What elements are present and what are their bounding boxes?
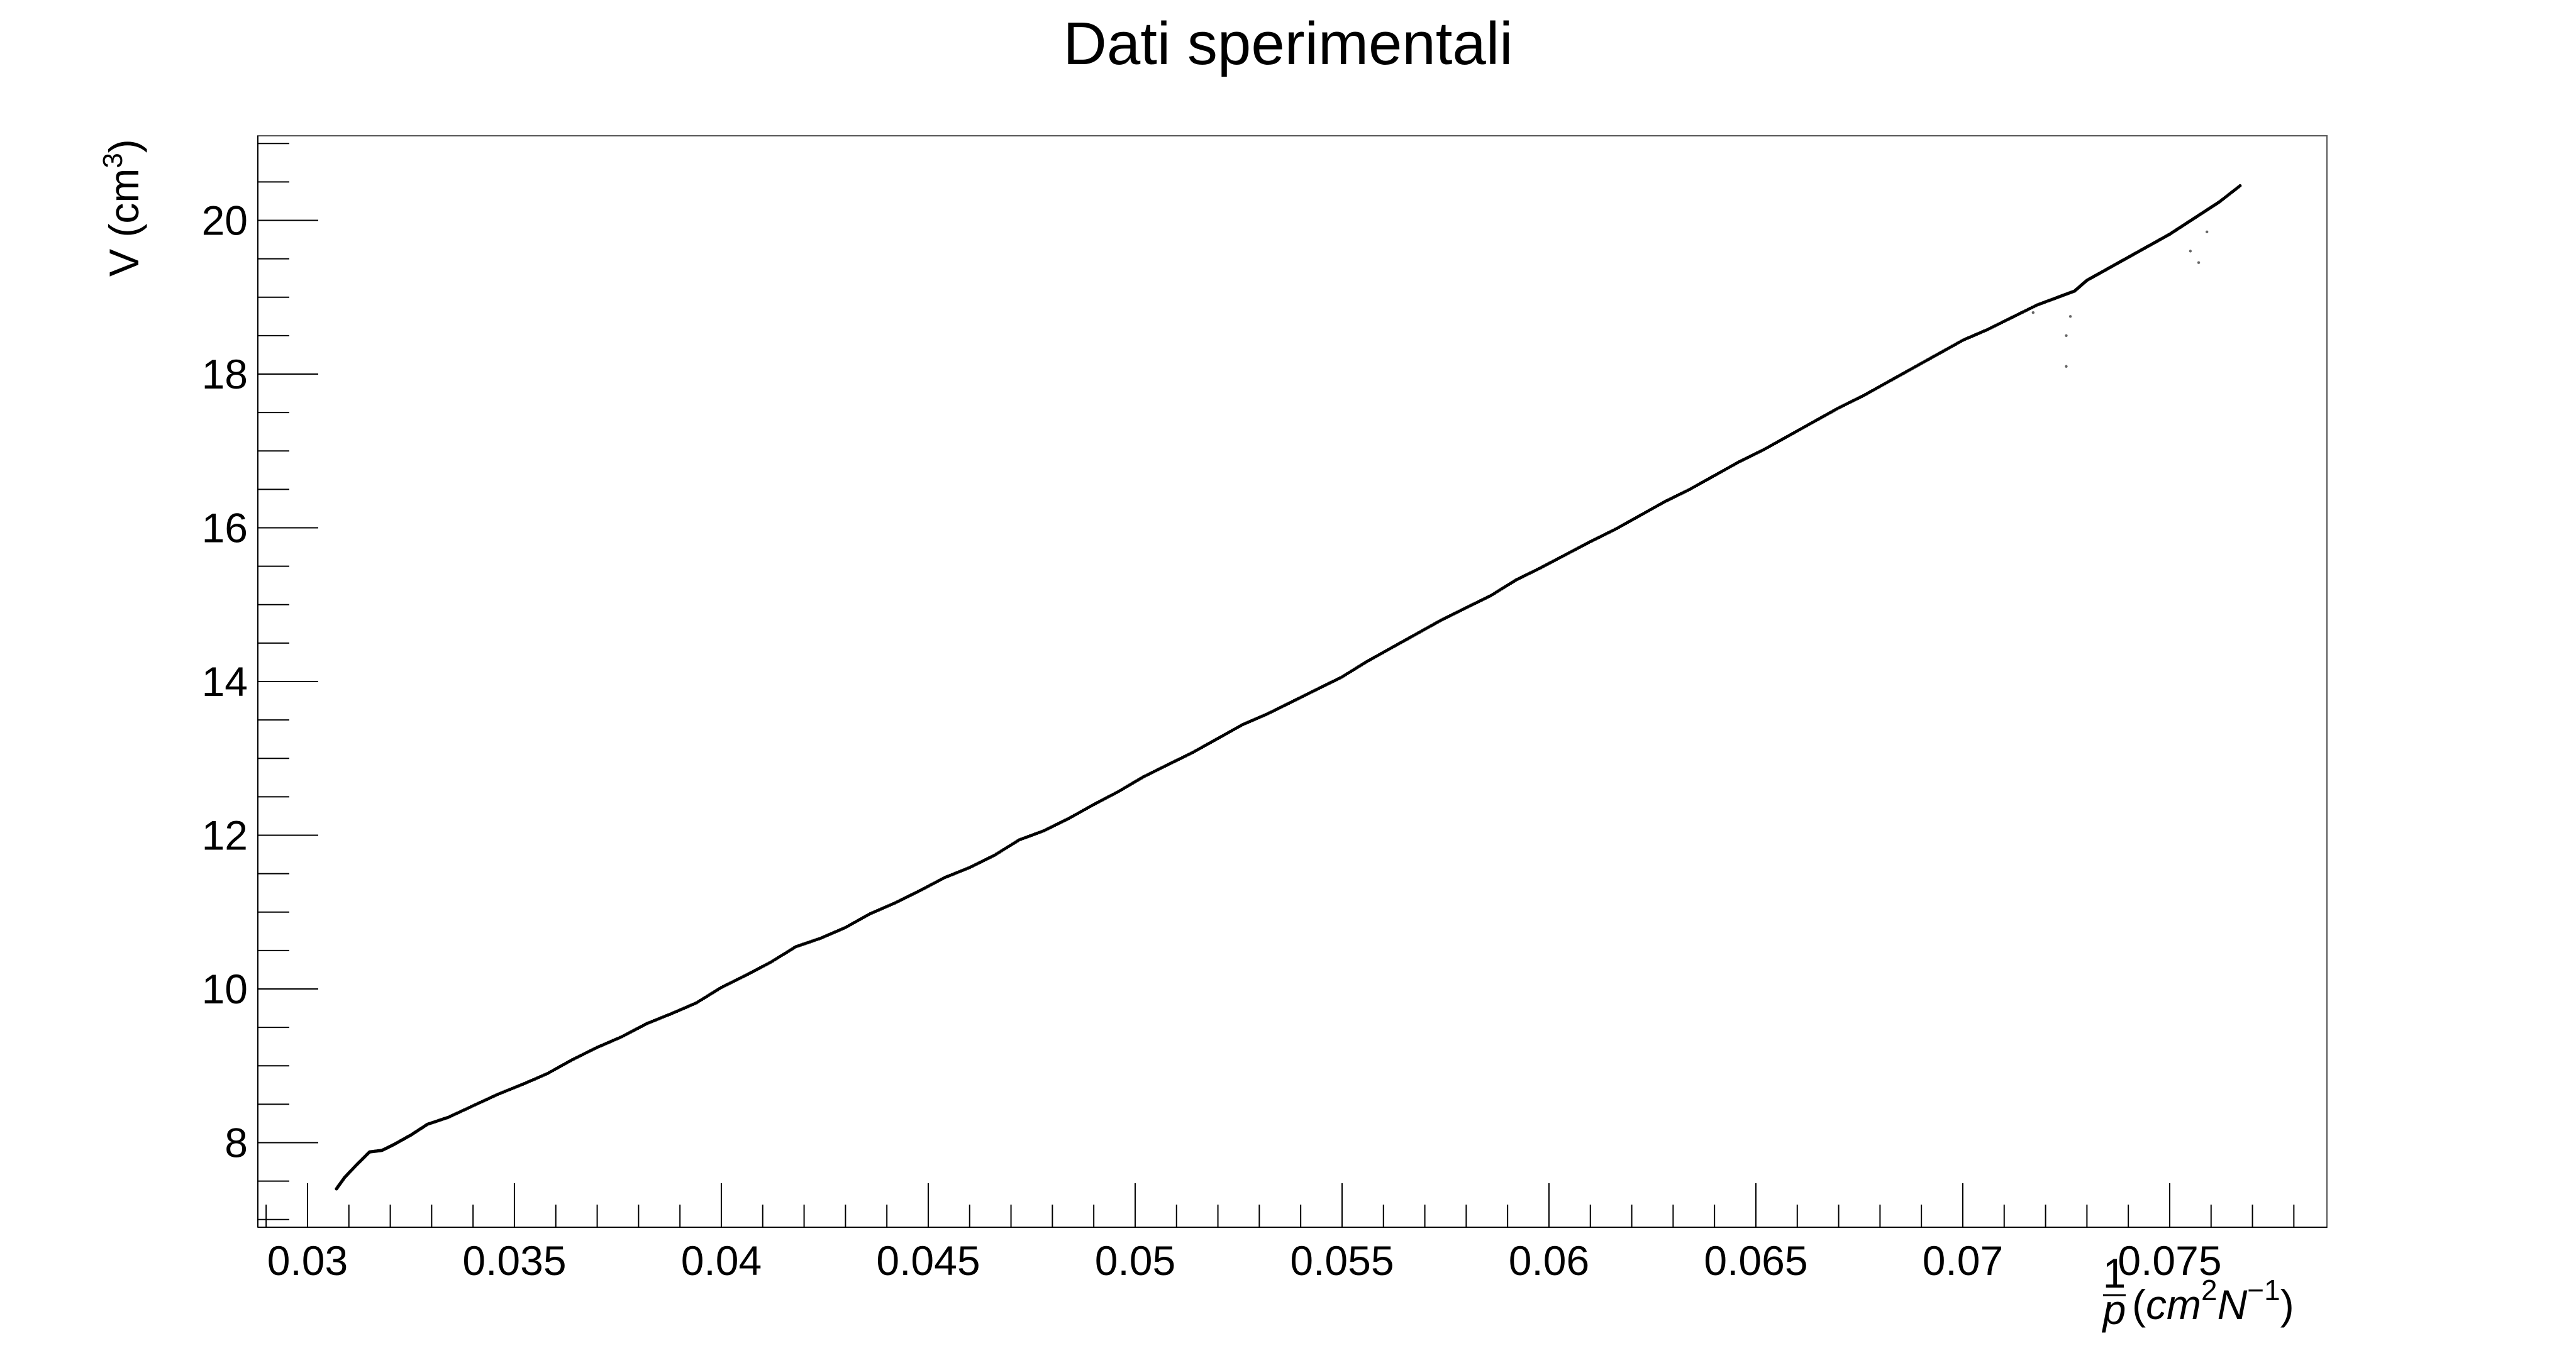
svg-text:(cm2N−1): (cm2N−1): [2132, 1274, 2294, 1328]
x-axis-label: 1 p (cm2N−1): [2102, 1250, 2294, 1333]
svg-text:V (cm3): V (cm3): [97, 139, 147, 277]
outlier-point: [2189, 250, 2192, 253]
x-label-unit-1-exp: 2: [2201, 1274, 2218, 1306]
x-label-open-paren: (: [2132, 1281, 2146, 1328]
x-label-unit-2-exp: −1: [2247, 1274, 2280, 1306]
outlier-point: [2131, 253, 2134, 257]
y-tick-label: 10: [202, 966, 248, 1012]
x-tick-label: 0.055: [1290, 1237, 1394, 1284]
x-tick-label: 0.05: [1095, 1237, 1175, 1284]
x-tick-label: 0.045: [876, 1237, 980, 1284]
x-tick-label: 0.035: [462, 1237, 566, 1284]
x-axis-ticks: [265, 1183, 2295, 1227]
x-tick-label: 0.04: [681, 1237, 762, 1284]
y-label-text: V (cm: [101, 168, 147, 277]
x-tick-label: 0.075: [2118, 1237, 2221, 1284]
outlier-point: [2197, 261, 2201, 264]
outlier-point: [2065, 334, 2068, 338]
chart-title: Dati sperimentali: [1063, 10, 1513, 77]
y-label-close: ): [101, 139, 147, 153]
y-axis-ticks: [258, 143, 318, 1220]
y-tick-label: 18: [202, 351, 248, 397]
data-points: [335, 184, 2242, 1191]
y-axis-tick-labels: 8 10 12 14 16 18 20: [202, 197, 248, 1166]
x-label-denominator: p: [2102, 1286, 2126, 1333]
data-point: [2238, 184, 2242, 188]
y-tick-label: 16: [202, 504, 248, 551]
outlier-point: [2031, 311, 2035, 314]
x-label-unit-1: cm: [2146, 1281, 2201, 1328]
y-tick-label: 20: [202, 197, 248, 243]
y-axis-label: V (cm3): [97, 139, 147, 277]
y-label-exp: 3: [97, 153, 128, 168]
x-tick-label: 0.065: [1704, 1237, 1807, 1284]
x-axis-tick-labels: 0.03 0.035 0.04 0.045 0.05 0.055 0.06 0.065 0.07…: [267, 1237, 2222, 1284]
x-tick-label: 0.03: [267, 1237, 348, 1284]
x-label-numerator: 1: [2103, 1250, 2126, 1296]
x-tick-label: 0.07: [1923, 1237, 2003, 1284]
y-tick-label: 8: [225, 1120, 248, 1166]
outlier-point: [2205, 230, 2209, 234]
y-tick-label: 12: [202, 812, 248, 859]
outlier-point: [2065, 365, 2068, 368]
y-tick-label: 14: [202, 658, 248, 705]
x-label-unit-2: N: [2218, 1281, 2248, 1328]
x-tick-label: 0.06: [1509, 1237, 1589, 1284]
x-label-close-paren: ): [2280, 1281, 2294, 1328]
outlier-point: [2068, 315, 2072, 318]
